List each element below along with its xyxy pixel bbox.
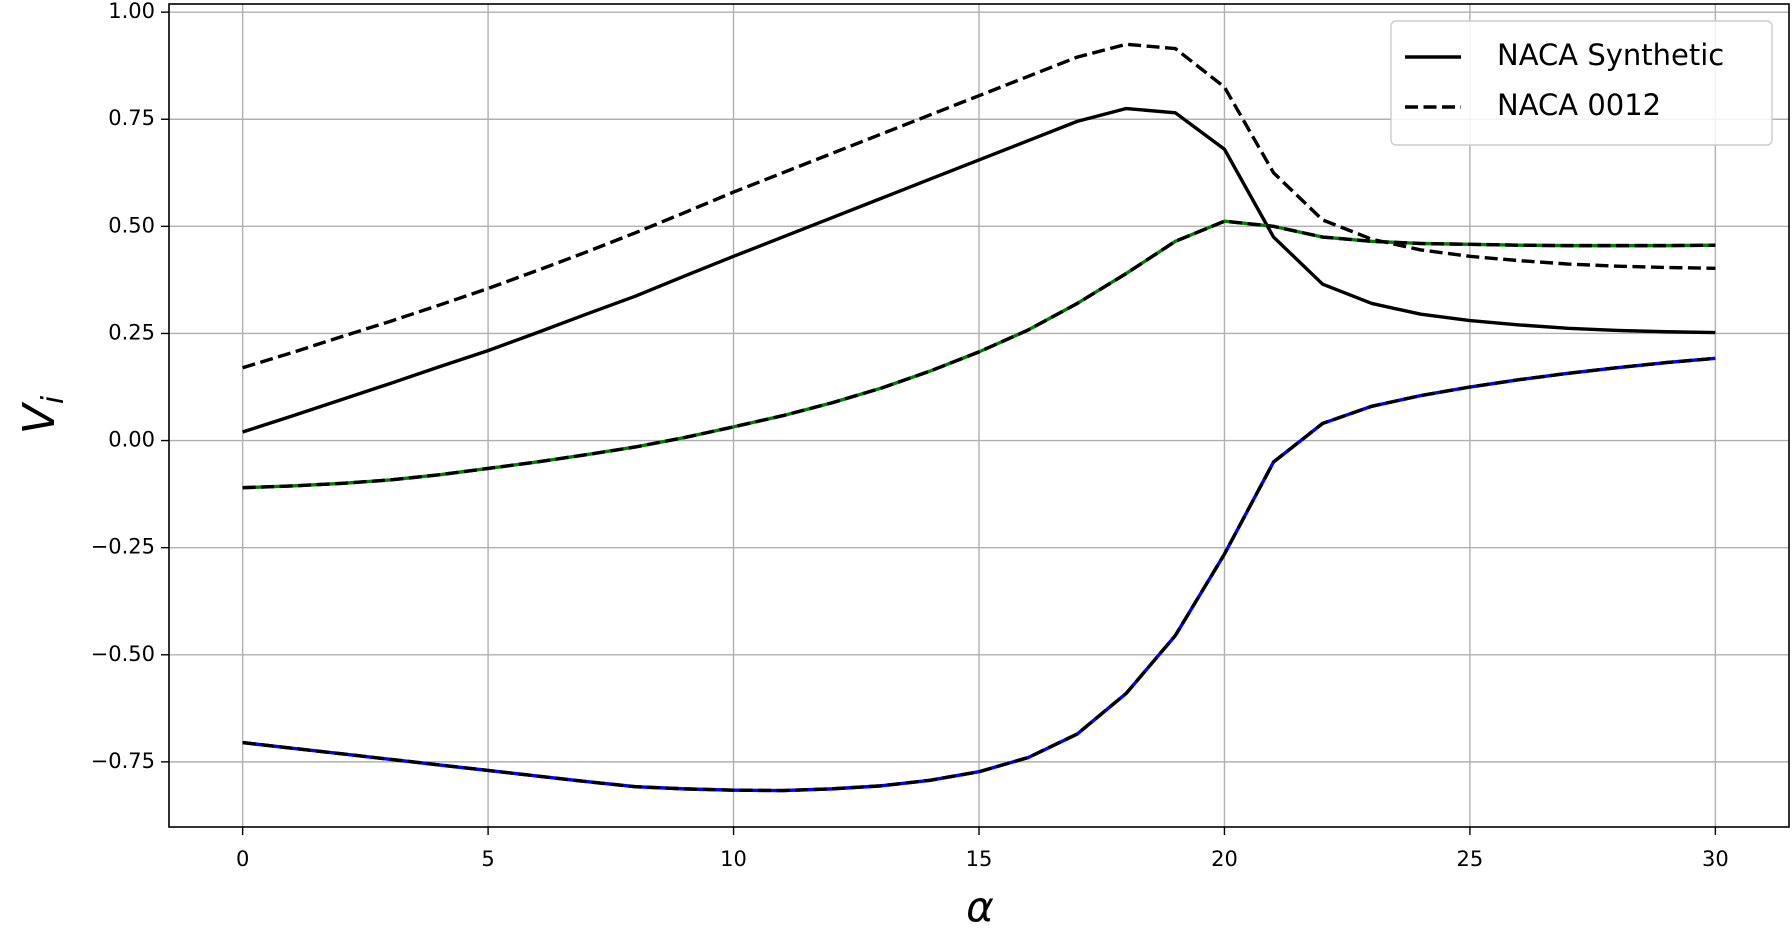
y-tick-label: 0.50 [108,213,155,237]
series-line-overlay [242,356,1716,793]
x-axis-label: α [966,883,994,931]
y-tick-label: 0.00 [108,428,155,452]
y-tick-label: 1.00 [108,0,155,23]
y-axis-label: Vi [14,395,71,434]
y-tick-label: −0.50 [91,642,155,666]
y-tick-label: −0.25 [91,535,155,559]
x-tick-label: 20 [1211,847,1238,871]
y-tick-label: −0.75 [91,749,155,773]
x-tick-label: 15 [966,847,993,871]
legend-label: NACA Synthetic [1497,38,1724,72]
y-axis-label-base: V [14,401,65,434]
x-tick-label: 25 [1457,847,1484,871]
x-tick-label: 5 [481,847,494,871]
y-tick-label: 0.75 [108,106,155,130]
x-tick-label: 10 [720,847,747,871]
y-axis-label-sub: i [36,395,71,404]
plot-frame [168,3,1790,828]
series-line [242,42,1716,370]
legend-label: NACA 0012 [1497,88,1661,122]
y-tick-label: 0.25 [108,320,155,344]
x-tick-label: 0 [236,847,249,871]
x-tick-label: 30 [1702,847,1729,871]
series-line [242,106,1716,434]
legend-box [1390,20,1773,146]
series-line-overlay [242,219,1716,490]
